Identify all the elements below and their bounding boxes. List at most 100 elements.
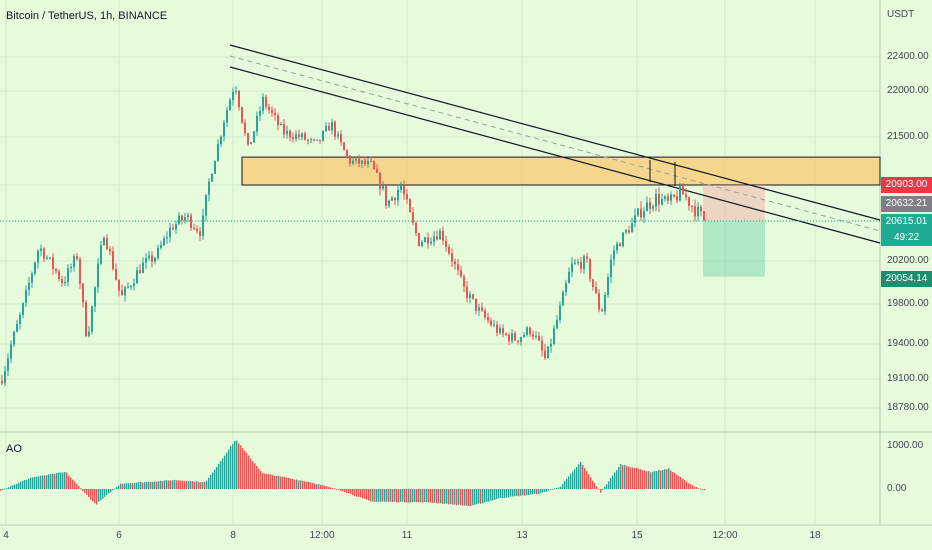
candle-body [145, 258, 147, 263]
target-price-badge: 20054.14 [881, 271, 932, 287]
ao-bar [656, 471, 658, 489]
ao-bar [32, 477, 34, 489]
time-tick: 13 [516, 530, 528, 541]
symbol-title[interactable]: Bitcoin / TetherUS, 1h, BINANCE [6, 10, 168, 22]
ao-bar [388, 489, 390, 502]
ao-bar [230, 446, 232, 489]
candle-body [148, 255, 150, 259]
ao-bar [618, 466, 620, 489]
ao-bar [88, 489, 90, 498]
ao-bar [326, 486, 328, 489]
candle-body [382, 186, 384, 189]
ao-bar [260, 470, 262, 489]
ao-bar [542, 489, 544, 493]
ao-bar [660, 470, 662, 489]
ao-bar [166, 480, 168, 489]
ao-bar [364, 489, 366, 500]
ao-bar [664, 469, 666, 489]
candle-body [670, 194, 672, 201]
oscillator-tick: 0.00 [887, 483, 907, 494]
ao-bar [350, 489, 352, 494]
candle-body [583, 256, 585, 269]
ao-bar [110, 489, 112, 493]
currency-label: USDT [887, 9, 915, 20]
ao-bar [450, 489, 452, 504]
ao-bar [428, 489, 430, 503]
candle-body [343, 142, 345, 151]
ao-bar [18, 482, 20, 489]
candle-body [364, 160, 366, 165]
ao-bar [266, 473, 268, 489]
ao-bar [162, 481, 164, 489]
ao-bar [34, 476, 36, 489]
candle-body [664, 196, 666, 199]
ao-bar [616, 470, 618, 489]
candle-body [508, 334, 510, 342]
candle-body [259, 111, 261, 116]
ao-bar [90, 489, 92, 500]
ao-bar [360, 489, 362, 498]
ao-bar [576, 467, 578, 489]
candle-body [376, 169, 378, 173]
ao-bar [552, 488, 554, 490]
ao-bar [126, 483, 128, 489]
ao-bar [96, 489, 98, 505]
ao-bar [520, 489, 522, 496]
candle-body [640, 208, 642, 218]
candle-body [658, 193, 660, 205]
resistance-zone [241, 156, 881, 186]
candle-body [298, 134, 300, 138]
candle-body [310, 139, 312, 141]
candle-body [40, 248, 42, 251]
bar-countdown-badge: 49:22 [881, 230, 932, 246]
ao-bar [356, 489, 358, 497]
ao-bar [492, 489, 494, 501]
candle-body [94, 287, 96, 307]
candle-body [331, 122, 333, 131]
ao-bar [400, 489, 402, 502]
ao-bar [554, 488, 556, 490]
ao-bar [332, 488, 334, 490]
ao-bar [692, 485, 694, 489]
ao-bar [578, 464, 580, 489]
candle-body [109, 248, 111, 252]
candle-body [91, 306, 93, 332]
candle-body [232, 91, 234, 101]
ao-bar [172, 480, 174, 489]
ao-bar [458, 489, 460, 505]
time-tick: 18 [809, 530, 821, 541]
ao-bar [452, 489, 454, 505]
ao-bar [684, 480, 686, 489]
ao-bar [426, 489, 428, 503]
candle-body [496, 324, 498, 333]
time-tick: 15 [631, 530, 643, 541]
candle-body [517, 340, 519, 342]
ao-bar [224, 455, 226, 489]
ao-bar [164, 480, 166, 489]
ao-bar [406, 489, 408, 503]
candle-body [58, 271, 60, 280]
ao-bar [222, 458, 224, 489]
ao-bar [70, 477, 72, 489]
candle-body [532, 334, 534, 337]
candle-body [622, 232, 624, 247]
ao-bar [10, 486, 12, 489]
ao-bar [296, 479, 298, 489]
candle-body [190, 215, 192, 228]
candle-body [445, 240, 447, 248]
oscillator-label[interactable]: AO [6, 443, 22, 455]
ao-bar [66, 472, 68, 489]
ao-bar [662, 470, 664, 489]
candle-body [307, 139, 309, 141]
candle-body [205, 194, 207, 216]
ao-bar [246, 452, 248, 489]
ao-bar [46, 475, 48, 489]
ao-bar [280, 476, 282, 489]
candle-body [352, 160, 354, 164]
ao-bar [182, 480, 184, 489]
ao-bar [446, 489, 448, 504]
ao-bar [62, 472, 64, 489]
ao-bar [308, 481, 310, 489]
ao-bar [402, 489, 404, 502]
